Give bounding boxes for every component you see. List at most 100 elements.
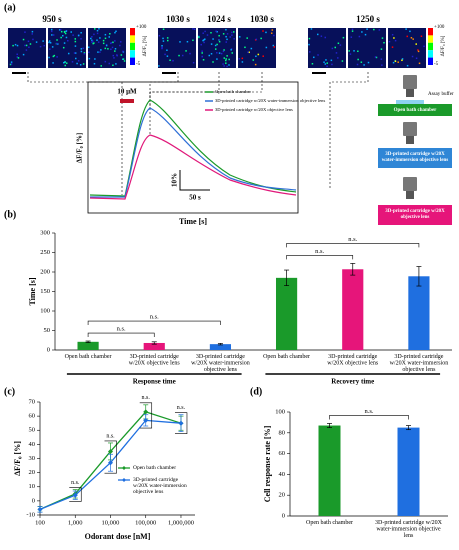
speckle xyxy=(161,45,163,47)
speckle xyxy=(218,34,220,37)
speckle xyxy=(16,56,19,58)
speckle xyxy=(218,39,221,41)
speckle xyxy=(231,34,233,36)
speckle xyxy=(349,53,352,55)
speckle xyxy=(112,41,114,44)
speckle xyxy=(65,30,68,32)
speckle xyxy=(226,65,228,68)
speckle xyxy=(220,52,223,55)
comparison-label: n.s. xyxy=(177,405,186,411)
speckle xyxy=(102,42,105,45)
speckle xyxy=(112,64,114,67)
speckle xyxy=(161,46,163,49)
speckle xyxy=(255,38,258,41)
microscope xyxy=(403,75,417,89)
speckle xyxy=(166,55,169,57)
legend-label: 3D-printed cartridge w/20X water-immersio… xyxy=(133,477,187,495)
speckle xyxy=(67,52,70,55)
speckle xyxy=(59,29,62,31)
speckle xyxy=(192,28,194,30)
y-tick-label: 60 xyxy=(279,450,286,457)
speckle xyxy=(353,50,355,52)
bar xyxy=(275,277,298,350)
colorbar-max: +100 xyxy=(434,25,445,30)
speckle xyxy=(115,63,117,65)
speckle xyxy=(358,35,361,38)
bar xyxy=(209,344,232,350)
speckle xyxy=(417,50,420,53)
speckle xyxy=(206,34,209,36)
speckle xyxy=(201,52,203,54)
speckle xyxy=(373,28,375,31)
scale-bar xyxy=(162,72,176,74)
speckle xyxy=(326,62,328,64)
y-tick-label: 30 xyxy=(29,455,36,462)
speckle xyxy=(63,61,66,64)
speckle xyxy=(198,36,200,39)
speckle xyxy=(91,41,93,43)
speckle xyxy=(16,44,19,47)
x-tick-label: Open bath chamber xyxy=(65,354,112,360)
speckle xyxy=(90,37,92,40)
speckle xyxy=(394,39,397,42)
speckle xyxy=(313,56,315,59)
speckle xyxy=(24,31,26,33)
image-tile xyxy=(48,28,86,68)
microscope xyxy=(406,136,414,144)
speckle xyxy=(110,48,112,51)
speckle xyxy=(114,31,116,34)
speckle xyxy=(356,63,359,66)
group-label: Recovery time xyxy=(331,378,374,386)
speckle xyxy=(262,30,264,32)
colorbar xyxy=(428,28,433,36)
speckle xyxy=(262,55,264,57)
speckle xyxy=(94,28,96,30)
speckle xyxy=(74,52,77,54)
speckle xyxy=(225,58,227,60)
speckle xyxy=(97,41,100,43)
comparison-bracket xyxy=(286,255,354,260)
speckle xyxy=(115,30,117,33)
speckle xyxy=(74,45,77,47)
legend-label: 3D-printed cartridge w/20X objective len… xyxy=(215,107,293,112)
trace xyxy=(89,99,297,197)
speckle xyxy=(71,61,74,63)
comparison-label: n.s. xyxy=(315,248,324,255)
colorbar xyxy=(428,57,433,65)
speckle xyxy=(88,46,90,49)
speckle xyxy=(241,61,244,63)
speckle xyxy=(158,65,160,67)
schematic-label: Open bath chamber xyxy=(394,108,438,113)
speckle xyxy=(334,46,337,49)
legend-marker xyxy=(122,466,126,470)
speckle xyxy=(238,58,241,60)
comparison-label: n.s. xyxy=(150,314,159,321)
x-tick-label: 10,000 xyxy=(102,519,120,526)
speckle xyxy=(381,37,384,39)
image-strip xyxy=(8,28,433,74)
speckle xyxy=(415,43,417,45)
colorbar-label: ΔF/F₀ [%] xyxy=(143,35,148,56)
speckle xyxy=(378,29,381,31)
speckle xyxy=(50,30,53,33)
speckle xyxy=(113,57,115,59)
speckle xyxy=(98,28,100,30)
speckle xyxy=(308,43,310,46)
speckle xyxy=(417,49,419,51)
speckle xyxy=(166,39,169,42)
speckle xyxy=(43,44,45,47)
speckle xyxy=(51,46,54,48)
speckle xyxy=(80,31,82,34)
x-tick-label: 3D-printed cartridge w/20X water-immersio… xyxy=(390,354,449,373)
speckle xyxy=(63,42,66,44)
scale-bar xyxy=(312,72,326,74)
speckle xyxy=(391,34,394,36)
speckle xyxy=(91,39,93,42)
speckle xyxy=(83,53,86,55)
speckle xyxy=(412,38,414,40)
speckle xyxy=(179,41,181,43)
speckle xyxy=(350,36,353,38)
speckle xyxy=(62,34,64,37)
time-label: 1024 s xyxy=(207,14,231,24)
comparison-bracket xyxy=(104,440,117,474)
